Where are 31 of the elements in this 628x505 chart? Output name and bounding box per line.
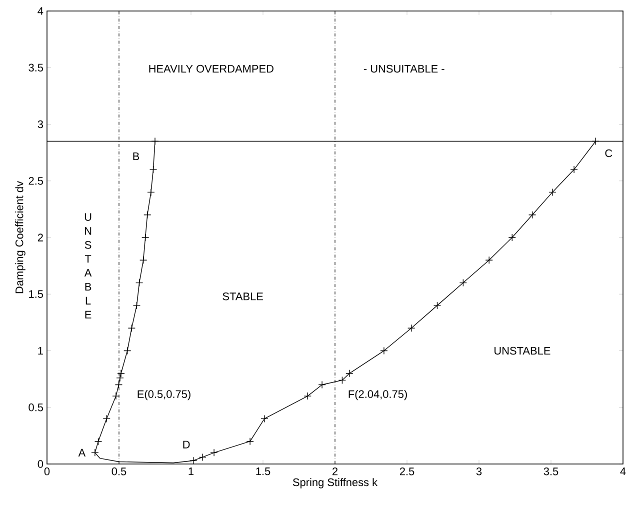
x-tick-label: 2 xyxy=(332,468,338,476)
x-tick-label: 2.5 xyxy=(400,468,414,476)
annotation: E(0.5,0.75) xyxy=(138,390,190,400)
x-tick-label: 0.5 xyxy=(112,468,126,476)
y-tick-label: 0.5 xyxy=(28,404,44,412)
annotation: U N S T A B L E xyxy=(84,213,92,318)
x-tick-label: 1 xyxy=(188,468,194,476)
y-tick-label: 1.5 xyxy=(29,290,44,298)
x-axis-title: Spring Stiffness k xyxy=(292,478,378,488)
annotation: - UNSUITABLE - xyxy=(364,64,444,73)
annotation: A xyxy=(78,448,86,456)
annotation: STABLE xyxy=(222,292,263,300)
annotation: C xyxy=(605,149,612,158)
y-tick-label: 4 xyxy=(38,7,44,15)
annotation: HEAVILY OVERDAMPED xyxy=(149,64,274,73)
y-tick-label: 3 xyxy=(38,120,43,128)
y-tick-label: 3.5 xyxy=(28,64,44,72)
annotation: B xyxy=(133,152,140,160)
annotation: F(2.04,0.75) xyxy=(348,390,407,400)
x-tick-label: 4 xyxy=(620,468,626,476)
y-tick-label: 1 xyxy=(38,346,43,355)
x-tick-label: 3 xyxy=(476,468,482,476)
annotation: D xyxy=(183,440,190,448)
y-tick-label: 2 xyxy=(38,234,43,242)
annotation: UNSTABLE xyxy=(494,346,550,355)
y-tick-label: 0 xyxy=(38,460,44,468)
x-tick-label: 1.5 xyxy=(256,468,270,476)
x-tick-label: 3.5 xyxy=(544,468,558,476)
y-axis-title: Damping Coefficient dv xyxy=(15,181,26,294)
x-tick-label: 0 xyxy=(44,468,50,476)
y-tick-label: 2.5 xyxy=(28,177,44,185)
